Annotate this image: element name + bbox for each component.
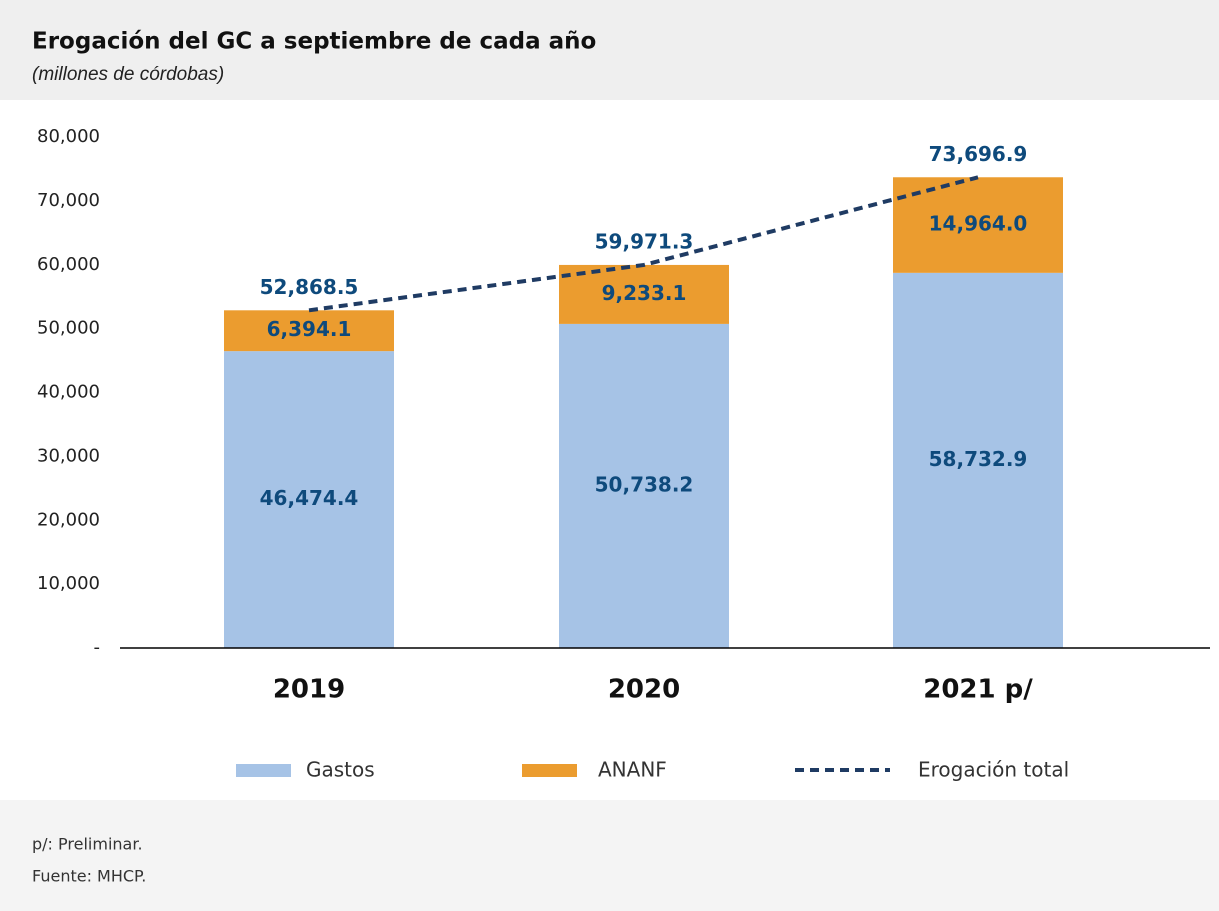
y-tick-label: 70,000 — [37, 190, 100, 211]
bar-segment — [559, 264, 729, 324]
x-tick-label: 2019 — [273, 675, 345, 705]
data-label: 6,394.1 — [267, 317, 352, 341]
data-label: 14,964.0 — [929, 212, 1028, 236]
bar-segment — [559, 323, 729, 648]
footnote: p/: Preliminar. — [32, 835, 143, 854]
data-label: 46,474.4 — [260, 486, 359, 510]
y-tick-label: 40,000 — [37, 382, 100, 403]
legend-swatch — [522, 764, 577, 777]
header-band — [0, 0, 1219, 100]
y-tick-label: 10,000 — [37, 573, 100, 594]
y-tick-label: 20,000 — [37, 509, 100, 530]
bar-segment — [224, 310, 394, 352]
legend-label: Erogación total — [918, 758, 1069, 782]
legend-label: Gastos — [306, 758, 375, 782]
data-label: 52,868.5 — [260, 275, 359, 299]
data-label: 58,732.9 — [929, 447, 1028, 471]
data-label: 73,696.9 — [929, 142, 1028, 166]
bar-segment — [893, 272, 1063, 648]
line — [308, 175, 979, 313]
x-tick-label: 2021 p/ — [923, 675, 1033, 705]
bar-segment — [224, 351, 394, 648]
bar-segment — [893, 177, 1063, 273]
data-label: 9,233.1 — [602, 281, 687, 305]
legend-label: ANANF — [598, 758, 667, 782]
footnote: Fuente: MHCP. — [32, 867, 146, 886]
y-tick-label: - — [94, 637, 101, 658]
data-label: 50,738.2 — [595, 472, 694, 496]
data-label: 59,971.3 — [595, 229, 694, 253]
y-tick-label: 60,000 — [37, 254, 100, 275]
y-tick-label: 30,000 — [37, 445, 100, 466]
x-tick-label: 2020 — [608, 675, 680, 705]
y-tick-label: 80,000 — [37, 126, 100, 147]
legend-swatch — [236, 764, 291, 777]
y-tick-label: 50,000 — [37, 318, 100, 339]
chart-subtitle: (millones de córdobas) — [32, 64, 224, 85]
chart-title: Erogación del GC a septiembre de cada añ… — [32, 29, 596, 55]
